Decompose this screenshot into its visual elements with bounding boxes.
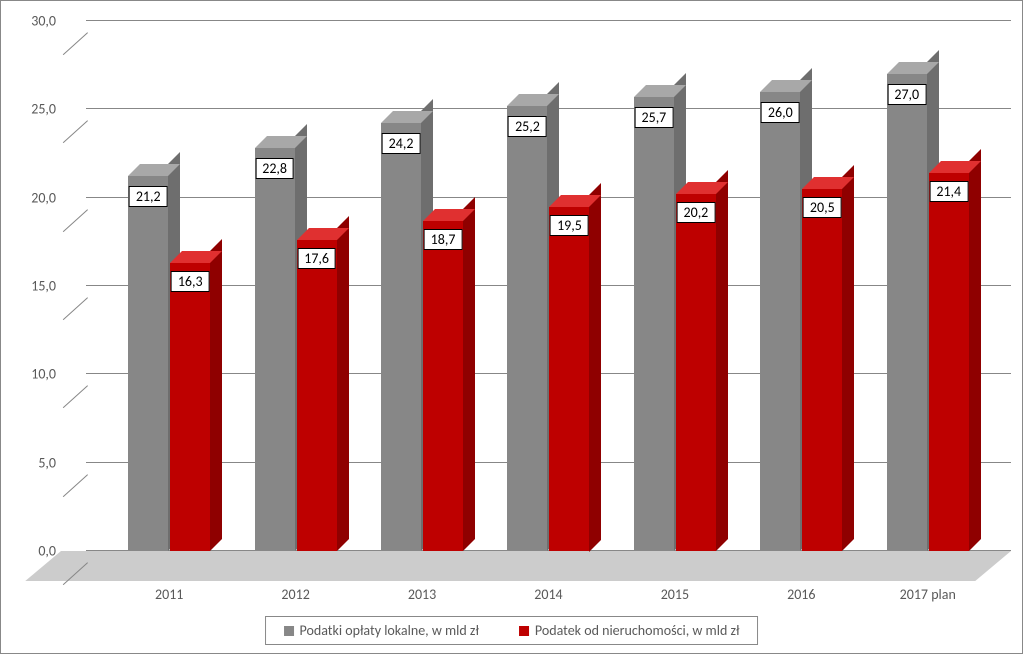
bar-series1: 21,2: [128, 176, 168, 551]
x-tick-label: 2017 plan: [878, 586, 978, 603]
bar-series2: 19,5: [549, 207, 589, 552]
y-tick-label: 0,0: [16, 543, 56, 560]
data-label: 16,3: [171, 271, 210, 292]
y-tick-label: 5,0: [16, 454, 56, 471]
bar-series2: 16,3: [170, 263, 210, 551]
data-label: 21,2: [129, 186, 168, 207]
bar-series2: 21,4: [929, 173, 969, 551]
y-tick-label: 30,0: [16, 13, 56, 30]
bars-area: 21,2 16,3 22,8 17,6 24,2 18,7 25,2 19,5 25,7 20,2…: [86, 21, 1011, 551]
x-axis: 2011 2012 2013 2014 2015 2016 2017 plan: [86, 586, 1011, 603]
x-tick-label: 2014: [498, 586, 598, 603]
bar-series1: 25,7: [634, 97, 674, 551]
bar-series2: 17,6: [297, 240, 337, 551]
data-label: 19,5: [550, 215, 589, 236]
bar-series1: 22,8: [255, 148, 295, 551]
legend-item-series1: Podatki opłaty lokalne, w mld zł: [284, 622, 479, 639]
data-label: 25,2: [508, 116, 547, 137]
data-label: 25,7: [635, 107, 674, 128]
plot-area: 21,2 16,3 22,8 17,6 24,2 18,7 25,2 19,5 25,7 20,2…: [61, 21, 1011, 581]
chart-frame: 21,2 16,3 22,8 17,6 24,2 18,7 25,2 19,5 25,7 20,2…: [0, 0, 1023, 654]
data-label: 18,7: [424, 229, 463, 250]
bar-series1: 27,0: [887, 74, 927, 551]
bar-group: 25,7 20,2: [625, 97, 725, 551]
bar-group: 25,2 19,5: [498, 106, 598, 551]
data-label: 27,0: [887, 84, 926, 105]
legend-swatch-series1: [284, 626, 294, 636]
bar-series1: 25,2: [507, 106, 547, 551]
data-label: 20,5: [803, 197, 842, 218]
bar-group: 21,2 16,3: [119, 176, 219, 551]
y-tick-label: 25,0: [16, 101, 56, 118]
data-label: 21,4: [929, 181, 968, 202]
chart-floor: [25, 551, 1011, 581]
x-tick-label: 2012: [246, 586, 346, 603]
data-label: 17,6: [297, 248, 336, 269]
x-tick-label: 2016: [751, 586, 851, 603]
data-label: 24,2: [382, 133, 421, 154]
x-tick-label: 2015: [625, 586, 725, 603]
x-tick-label: 2011: [119, 586, 219, 603]
legend-label-series1: Podatki opłaty lokalne, w mld zł: [300, 622, 479, 639]
data-label: 20,2: [677, 202, 716, 223]
bar-series1: 26,0: [760, 92, 800, 551]
bar-series2: 18,7: [423, 221, 463, 551]
legend: Podatki opłaty lokalne, w mld zł Podatek…: [265, 616, 759, 645]
data-label: 26,0: [761, 102, 800, 123]
legend-item-series2: Podatek od nieruchomości, w mld zł: [519, 622, 740, 639]
bar-group: 22,8 17,6: [246, 148, 346, 551]
bar-series2: 20,5: [802, 189, 842, 551]
bar-group: 24,2 18,7: [372, 123, 472, 551]
bar-series2: 20,2: [676, 194, 716, 551]
y-tick-label: 20,0: [16, 189, 56, 206]
bar-series1: 24,2: [381, 123, 421, 551]
bar-group: 26,0 20,5: [751, 92, 851, 551]
data-label: 22,8: [255, 158, 294, 179]
legend-label-series2: Podatek od nieruchomości, w mld zł: [535, 622, 740, 639]
y-tick-label: 15,0: [16, 278, 56, 295]
y-tick-label: 10,0: [16, 366, 56, 383]
legend-swatch-series2: [519, 626, 529, 636]
x-tick-label: 2013: [372, 586, 472, 603]
bar-group: 27,0 21,4: [878, 74, 978, 551]
